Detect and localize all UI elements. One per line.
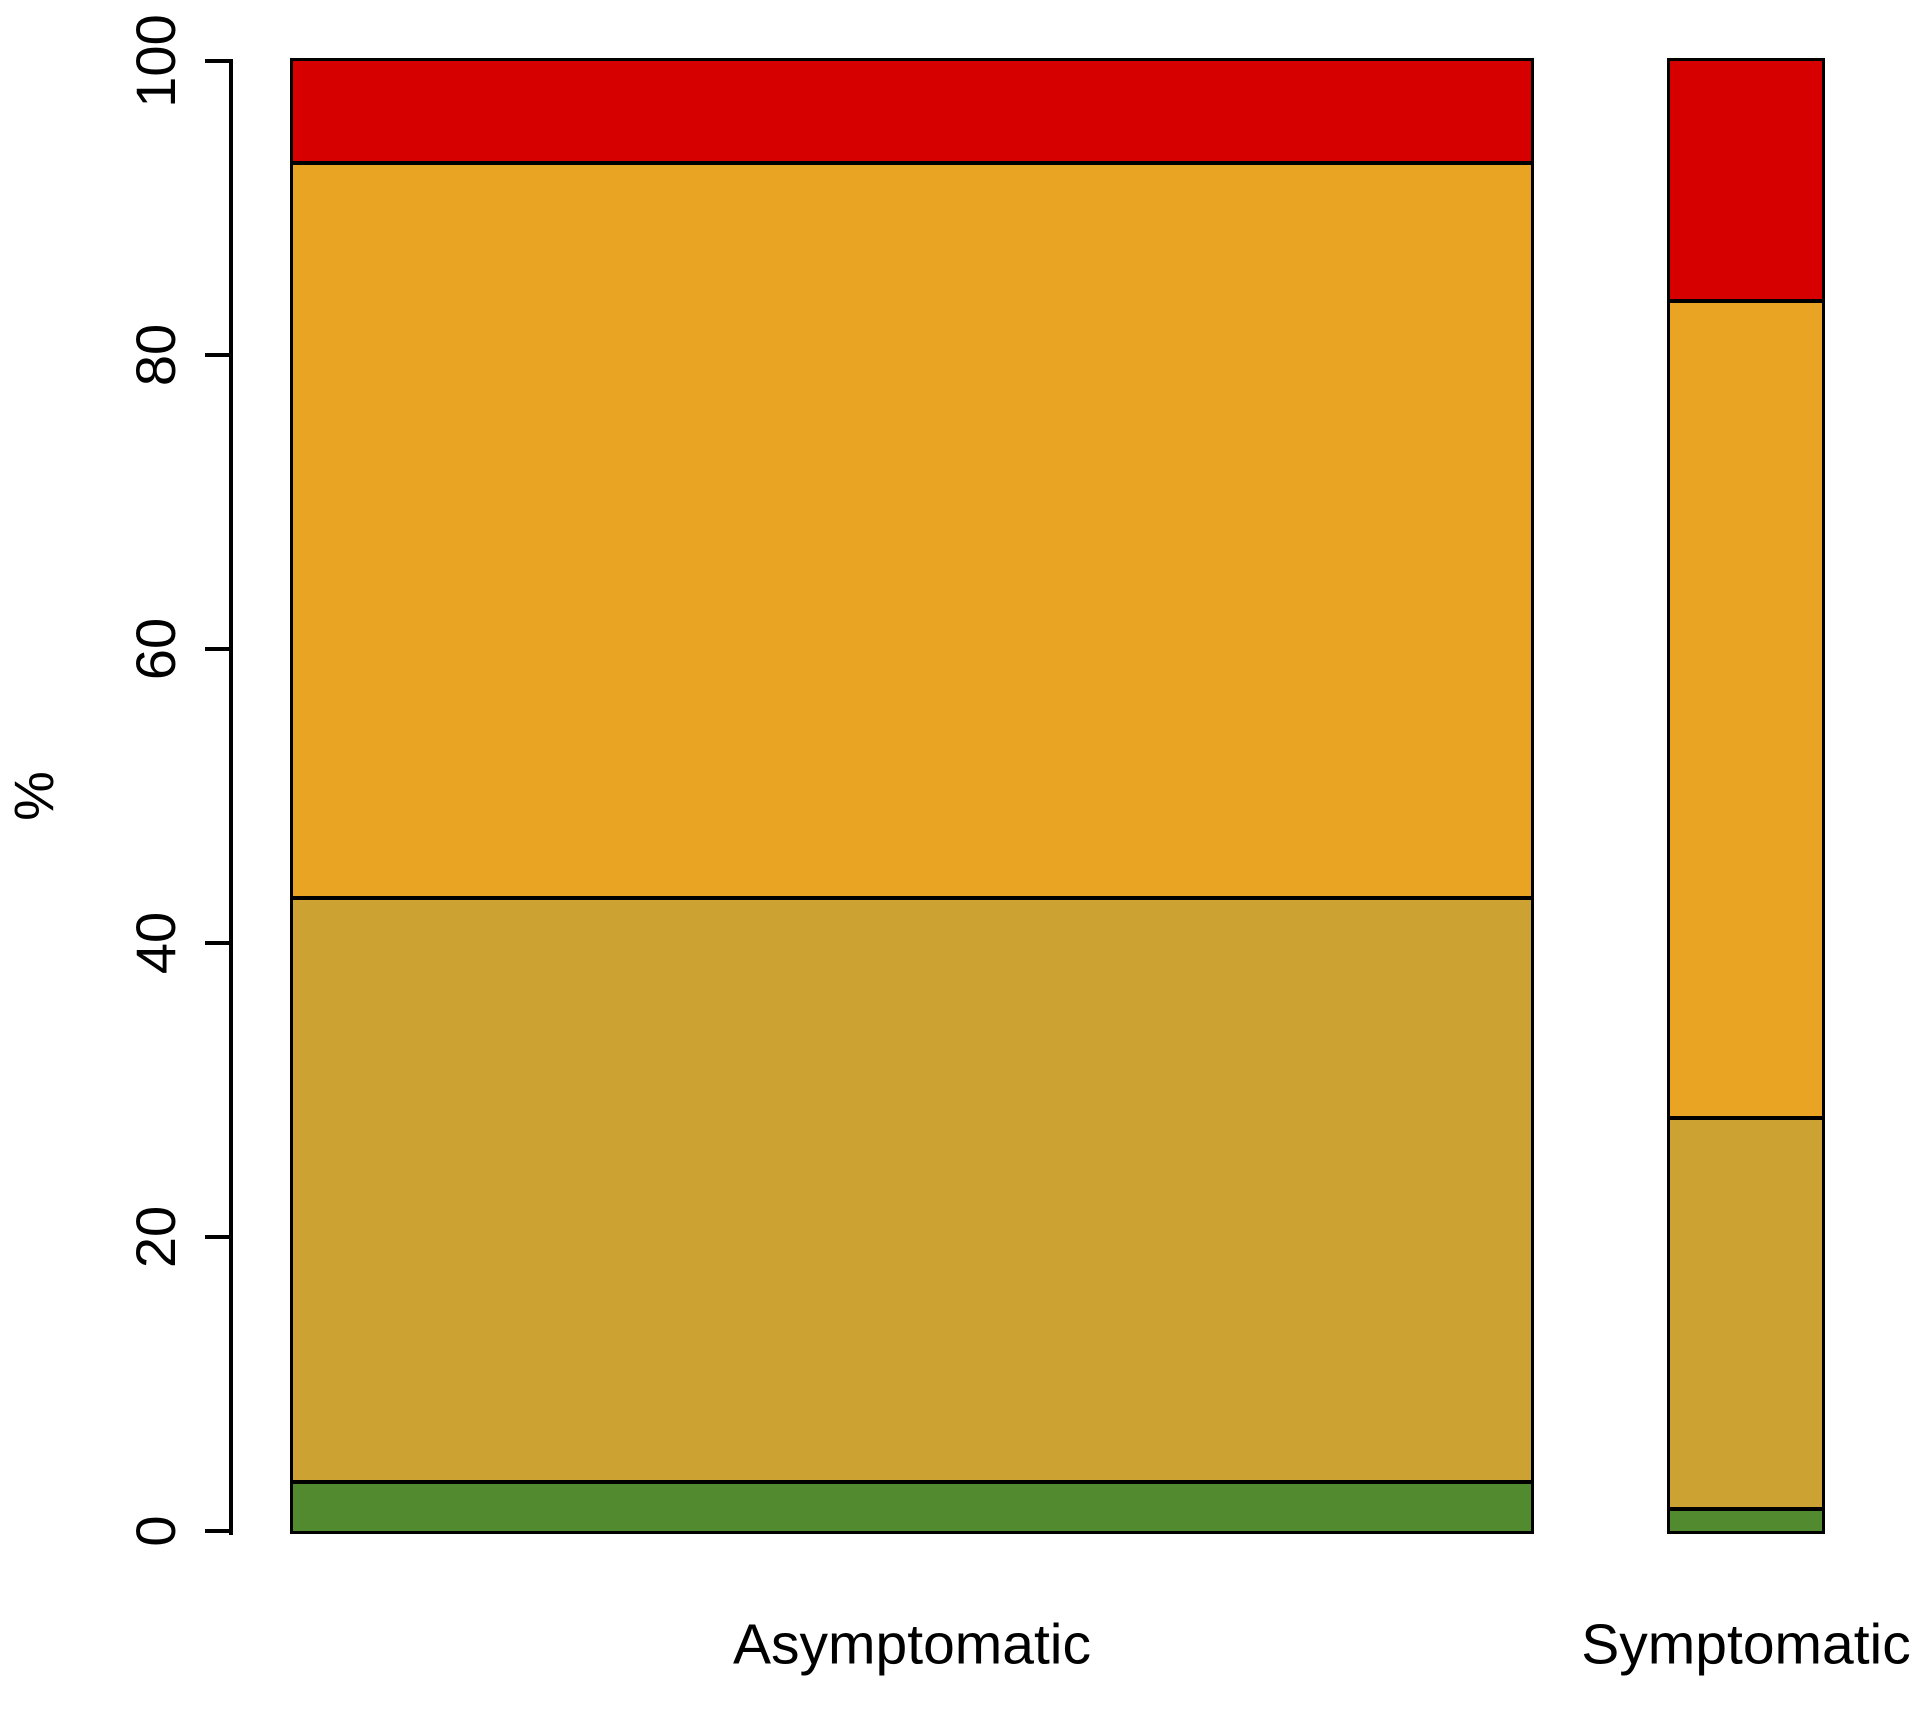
y-tick-label: 60 <box>124 617 187 681</box>
y-axis-line <box>229 59 233 1535</box>
y-tick-label: 0 <box>124 1515 187 1547</box>
red-top-segment <box>1670 61 1822 300</box>
y-axis-title: % <box>2 771 65 821</box>
green-bottom-segment <box>1670 1507 1822 1531</box>
y-tick-label: 100 <box>124 14 187 108</box>
y-tick <box>205 1235 233 1239</box>
bar-asymptomatic <box>290 58 1534 1534</box>
x-category-label-asymptomatic: Asymptomatic <box>733 1612 1091 1677</box>
orange-segment <box>293 160 1531 896</box>
y-tick-label: 40 <box>124 911 187 975</box>
orange-segment <box>1670 299 1822 1117</box>
y-tick-label: 20 <box>124 1205 187 1269</box>
y-tick <box>205 941 233 945</box>
y-tick <box>205 1529 233 1533</box>
green-bottom-segment <box>293 1479 1531 1531</box>
bar-symptomatic <box>1667 58 1825 1534</box>
y-tick <box>205 647 233 651</box>
y-tick-label: 80 <box>124 323 187 387</box>
y-tick <box>205 59 233 63</box>
x-category-label-symptomatic: Symptomatic <box>1581 1612 1911 1677</box>
dark-khaki-segment <box>293 895 1531 1480</box>
red-top-segment <box>293 61 1531 161</box>
dark-khaki-segment <box>1670 1116 1822 1508</box>
y-tick <box>205 353 233 357</box>
